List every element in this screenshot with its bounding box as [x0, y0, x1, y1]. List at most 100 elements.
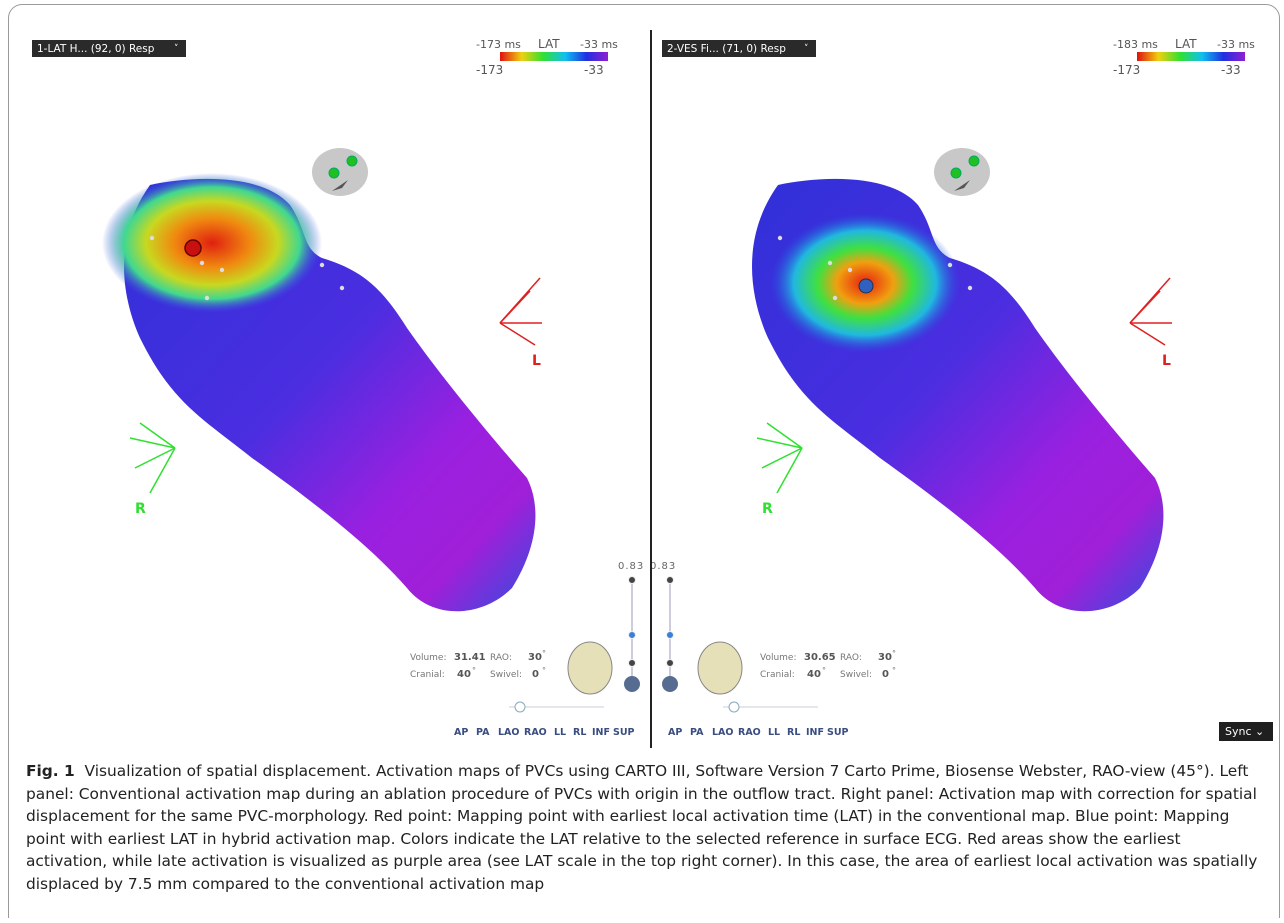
scale-right: -33: [1221, 63, 1241, 77]
info-degree: °: [472, 666, 476, 675]
view-button[interactable]: SUP: [827, 727, 849, 738]
info-value: 30: [878, 652, 892, 663]
map-point: [828, 261, 832, 265]
right-panel: 2-VES Fi... (71, 0) Resp ˅ -183 ms LAT -33 m…: [652, 8, 1278, 748]
map-point: [150, 236, 154, 240]
l-axis: [500, 291, 530, 323]
scale-bar: [500, 52, 608, 61]
view-button[interactable]: INF: [592, 727, 610, 738]
view-button[interactable]: RL: [573, 727, 586, 738]
map-point: [220, 268, 224, 272]
orientation-head: [312, 148, 368, 196]
heart-map: [752, 179, 1163, 611]
view-button[interactable]: RL: [787, 727, 800, 738]
zoom-knob[interactable]: [629, 660, 636, 667]
sync-dropdown[interactable]: Sync ⌄: [1219, 722, 1273, 741]
info-value: 31.41: [454, 652, 486, 663]
info-value: 30.65: [804, 652, 836, 663]
view-button[interactable]: LAO: [712, 727, 733, 738]
map-point: [320, 263, 324, 267]
info-value: 0: [532, 669, 539, 680]
orientation-head: [934, 148, 990, 196]
info-degree: °: [822, 666, 826, 675]
view-knob[interactable]: [729, 702, 739, 712]
info-label: Volume:: [410, 653, 447, 663]
zoom-value: 0.83: [618, 561, 644, 572]
scale-title: LAT: [1175, 37, 1197, 51]
map-point: [340, 286, 344, 290]
heart-icon: [698, 642, 742, 694]
view-button[interactable]: RAO: [524, 727, 547, 738]
info-value: 0: [882, 669, 889, 680]
l-axis-label: L: [532, 353, 541, 369]
zoom-knob[interactable]: [629, 577, 636, 584]
zoom-knob[interactable]: [629, 632, 636, 639]
scale-title: LAT: [538, 37, 560, 51]
view-button[interactable]: AP: [454, 727, 468, 738]
info-value: 40: [457, 669, 471, 680]
view-button[interactable]: LL: [554, 727, 566, 738]
l-axis: [1130, 323, 1165, 345]
sync-label: Sync: [1225, 725, 1252, 738]
scale-right-ms: -33 ms: [580, 38, 618, 51]
scale-left-ms: -183 ms: [1113, 38, 1158, 51]
heart-icon: [568, 642, 612, 694]
map-name: 2-VES Fi... (71, 0) Resp: [667, 43, 786, 55]
zoom-knob[interactable]: [667, 632, 674, 639]
view-button[interactable]: LAO: [498, 727, 519, 738]
info-label: Cranial:: [410, 670, 445, 680]
scale-right: -33: [584, 63, 604, 77]
zoom-knob[interactable]: [667, 577, 674, 584]
map-point: [833, 296, 837, 300]
heart-map: [102, 173, 535, 611]
info-degree: °: [542, 649, 546, 658]
dropdown-arrow: ˅: [174, 44, 179, 54]
dropdown-arrow: ˅: [804, 44, 809, 54]
view-button[interactable]: PA: [690, 727, 704, 738]
left-panel: 1-LAT H... (92, 0) Resp ˅ -173 ms LAT -33 ms…: [22, 8, 650, 748]
scale-left-ms: -173 ms: [476, 38, 521, 51]
view-button[interactable]: SUP: [613, 727, 635, 738]
caption-text: Visualization of spatial displacement. A…: [26, 762, 1257, 893]
map-point: [200, 261, 204, 265]
zoom-value: 0.83: [652, 561, 676, 572]
info-value: 30: [528, 652, 542, 663]
info-degree: °: [892, 649, 896, 658]
map-point: [205, 296, 209, 300]
page: 1-LAT H... (92, 0) Resp ˅ -173 ms LAT -33 ms…: [0, 0, 1284, 923]
l-axis: [1130, 291, 1160, 323]
caption: Fig. 1 Visualization of spatial displace…: [26, 760, 1266, 896]
scale-left: -173: [1113, 63, 1140, 77]
head-eye: [329, 168, 339, 178]
head-eye: [969, 156, 979, 166]
view-button[interactable]: INF: [806, 727, 824, 738]
info-degree: °: [542, 666, 546, 675]
view-knob[interactable]: [515, 702, 525, 712]
activation-area: [102, 173, 322, 313]
map-point: [948, 263, 952, 267]
info-label: Cranial:: [760, 670, 795, 680]
scale-right-ms: -33 ms: [1217, 38, 1255, 51]
info-label: RAO:: [490, 653, 512, 663]
earliest-point: [185, 240, 201, 256]
info-label: RAO:: [840, 653, 862, 663]
caption-label: Fig. 1: [26, 762, 75, 780]
info-label: Swivel:: [840, 670, 872, 680]
rotate-button[interactable]: [662, 676, 678, 692]
earliest-point: [859, 279, 873, 293]
r-axis-label: R: [762, 501, 773, 517]
info-value: 40: [807, 669, 821, 680]
view-button[interactable]: LL: [768, 727, 780, 738]
info-label: Swivel:: [490, 670, 522, 680]
map-name: 1-LAT H... (92, 0) Resp: [37, 43, 155, 55]
zoom-knob[interactable]: [667, 660, 674, 667]
scale-bar: [1137, 52, 1245, 61]
view-button[interactable]: AP: [668, 727, 682, 738]
scale-left: -173: [476, 63, 503, 77]
l-axis-label: L: [1162, 353, 1171, 369]
rotate-button[interactable]: [624, 676, 640, 692]
map-point: [848, 268, 852, 272]
view-button[interactable]: PA: [476, 727, 490, 738]
info-label: Volume:: [760, 653, 797, 663]
view-button[interactable]: RAO: [738, 727, 761, 738]
